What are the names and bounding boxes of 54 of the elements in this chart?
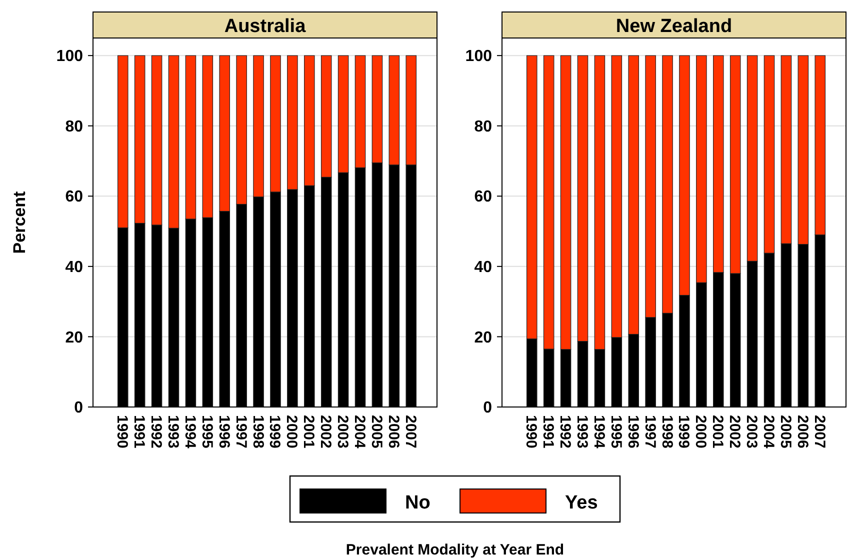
x-tick-label: 2003	[743, 415, 760, 448]
chart-title: Australia	[224, 16, 306, 37]
x-tick-label: 1999	[675, 415, 692, 448]
x-tick-label: 1997	[232, 415, 250, 448]
x-tick-label: 1992	[148, 415, 165, 448]
y-tick-label: 0	[483, 400, 492, 417]
legend-label: No	[405, 492, 430, 514]
x-tick-label: 1995	[607, 415, 624, 448]
y-tick-label: 60	[474, 188, 492, 206]
x-tick-label: 1991	[130, 415, 148, 448]
x-tick-label: 2004	[760, 415, 778, 450]
y-tick-label: 0	[74, 400, 84, 417]
x-tick-label: 1997	[641, 415, 658, 448]
y-tick-label: 60	[65, 188, 84, 206]
x-tick-label: 1996	[624, 415, 642, 448]
y-tick-label: 20	[65, 329, 84, 346]
y-axis-title: Percent	[10, 190, 29, 254]
x-tick-label: 1994	[181, 415, 198, 450]
x-tick-label: 1990	[114, 415, 131, 448]
x-tick-label: 1998	[658, 415, 676, 448]
y-tick-label: 100	[465, 48, 492, 66]
x-tick-label: 1991	[540, 415, 557, 448]
y-tick-label: 80	[65, 118, 84, 136]
y-tick-label: 20	[474, 329, 492, 346]
x-tick-label: 1990	[522, 415, 540, 448]
x-tick-label: 1999	[266, 415, 284, 448]
x-tick-label: 1996	[215, 415, 232, 448]
y-tick-label: 40	[65, 259, 84, 276]
chart-title: New Zealand	[616, 16, 732, 37]
x-tick-label: 1993	[573, 415, 590, 448]
y-tick-label: 80	[474, 118, 492, 136]
x-tick-label: 2006	[384, 415, 402, 448]
y-tick-label: 100	[56, 48, 84, 66]
x-tick-label: 2004	[351, 415, 368, 450]
x-tick-label: 2002	[726, 415, 744, 448]
x-tick-label: 2007	[402, 415, 419, 448]
x-tick-label: 2003	[334, 415, 352, 448]
x-tick-label: 2000	[692, 415, 710, 448]
x-tick-label: 1998	[249, 415, 266, 448]
y-tick-label: 40	[474, 259, 492, 276]
x-tick-label: 1995	[198, 415, 216, 448]
x-tick-label: 1992	[556, 415, 574, 448]
x-tick-label: 2007	[810, 415, 828, 448]
x-tick-label: 2006	[794, 415, 811, 448]
x-tick-label: 1994	[590, 415, 608, 450]
legend-label: Yes	[565, 492, 598, 514]
x-tick-label: 2001	[300, 415, 318, 448]
x-tick-label: 2001	[709, 415, 726, 448]
x-tick-label: 2000	[283, 415, 300, 448]
x-tick-label: 1993	[164, 415, 182, 448]
x-tick-label: 2005	[776, 415, 794, 448]
x-tick-label: 2002	[317, 415, 334, 448]
x-tick-label: 2005	[368, 415, 385, 448]
legend-title: Prevalent Modality at Year End	[346, 541, 564, 558]
